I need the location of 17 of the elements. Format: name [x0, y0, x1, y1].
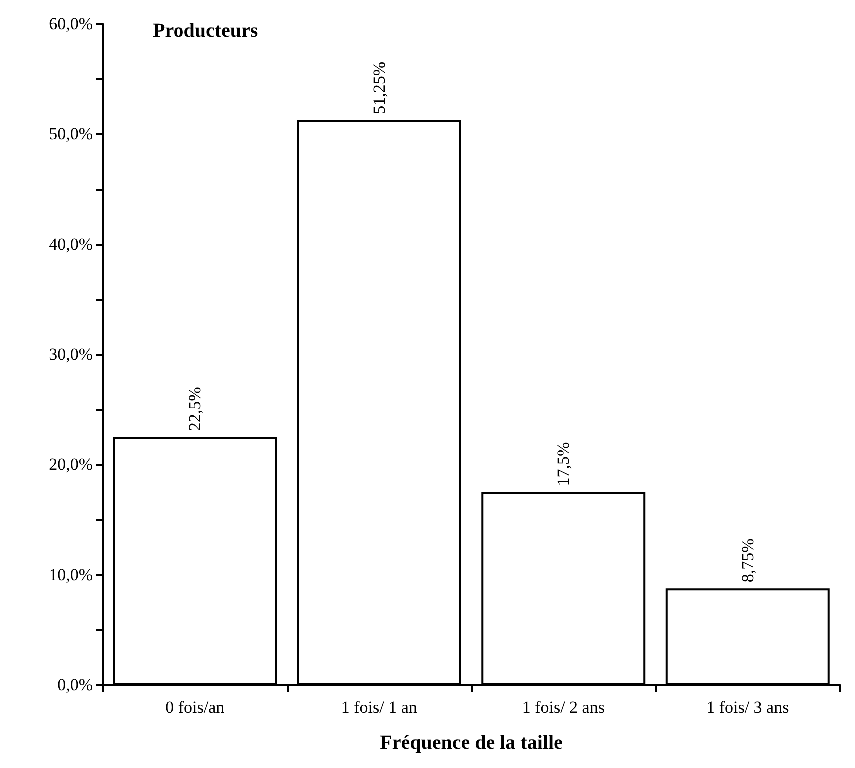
x-tick-label: 1 fois/ 2 ans — [522, 698, 605, 717]
y-tick-label: 30,0% — [49, 345, 93, 364]
y-tick-label: 60,0% — [49, 14, 93, 34]
x-tick-label: 0 fois/an — [166, 698, 226, 717]
x-axis-title: Fréquence de la taille — [380, 732, 563, 754]
y-tick-label: 40,0% — [49, 234, 93, 254]
data-label: 17,5% — [554, 442, 574, 486]
x-tick-label: 1 fois/ 1 an — [341, 698, 418, 717]
data-label: 8,75% — [738, 538, 758, 583]
data-label: 51,25% — [370, 62, 389, 114]
x-tick-label: 1 fois/ 3 ans — [706, 698, 790, 717]
chart-title: Producteurs — [153, 20, 258, 42]
y-tick-label: 50,0% — [49, 124, 93, 144]
y-tick-label: 10,0% — [49, 565, 93, 584]
y-tick-label: 20,0% — [49, 455, 93, 474]
y-tick-label: 0,0% — [58, 676, 93, 694]
data-label: 22,5% — [186, 387, 205, 432]
